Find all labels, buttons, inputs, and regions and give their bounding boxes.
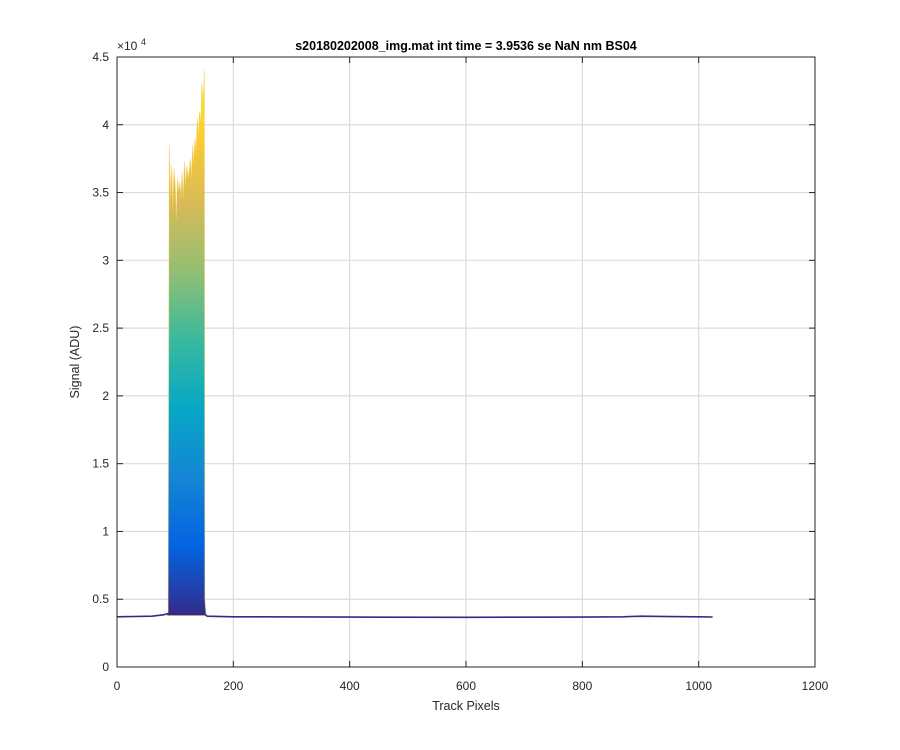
y-axis-ticks: 0 0.5 1 1.5 2 2.5 3 3.5 4 4.5 <box>92 50 815 674</box>
y-exponent-power: 4 <box>141 37 146 47</box>
x-tick-label: 1200 <box>802 679 829 693</box>
y-axis-label: Signal (ADU) <box>68 326 82 399</box>
x-tick-label: 1000 <box>685 679 712 693</box>
chart-title: s20180202008_img.mat int time = 3.9536 s… <box>295 39 637 53</box>
x-axis-ticks: 0 200 400 600 800 1000 1200 <box>114 57 829 693</box>
x-tick-label: 200 <box>223 679 243 693</box>
x-tick-label: 600 <box>456 679 476 693</box>
y-tick-label: 3.5 <box>92 186 109 200</box>
y-tick-label: 3 <box>102 253 109 267</box>
x-axis-label: Track Pixels <box>432 699 500 713</box>
data-series <box>116 70 713 619</box>
y-tick-label: 2 <box>102 389 109 403</box>
x-tick-label: 0 <box>114 679 121 693</box>
y-tick-label: 4.5 <box>92 50 109 64</box>
x-tick-label: 800 <box>572 679 592 693</box>
y-tick-label: 0.5 <box>92 592 109 606</box>
grid-lines <box>117 57 815 667</box>
baseline-line <box>116 612 713 619</box>
y-tick-label: 1.5 <box>92 457 109 471</box>
y-tick-label: 0 <box>102 660 109 674</box>
y-tick-label: 2.5 <box>92 321 109 335</box>
peak-edge <box>166 70 207 616</box>
y-exponent-base: ×10 <box>117 39 138 53</box>
x-tick-label: 400 <box>340 679 360 693</box>
y-tick-label: 4 <box>102 118 109 132</box>
y-tick-label: 1 <box>102 524 109 538</box>
